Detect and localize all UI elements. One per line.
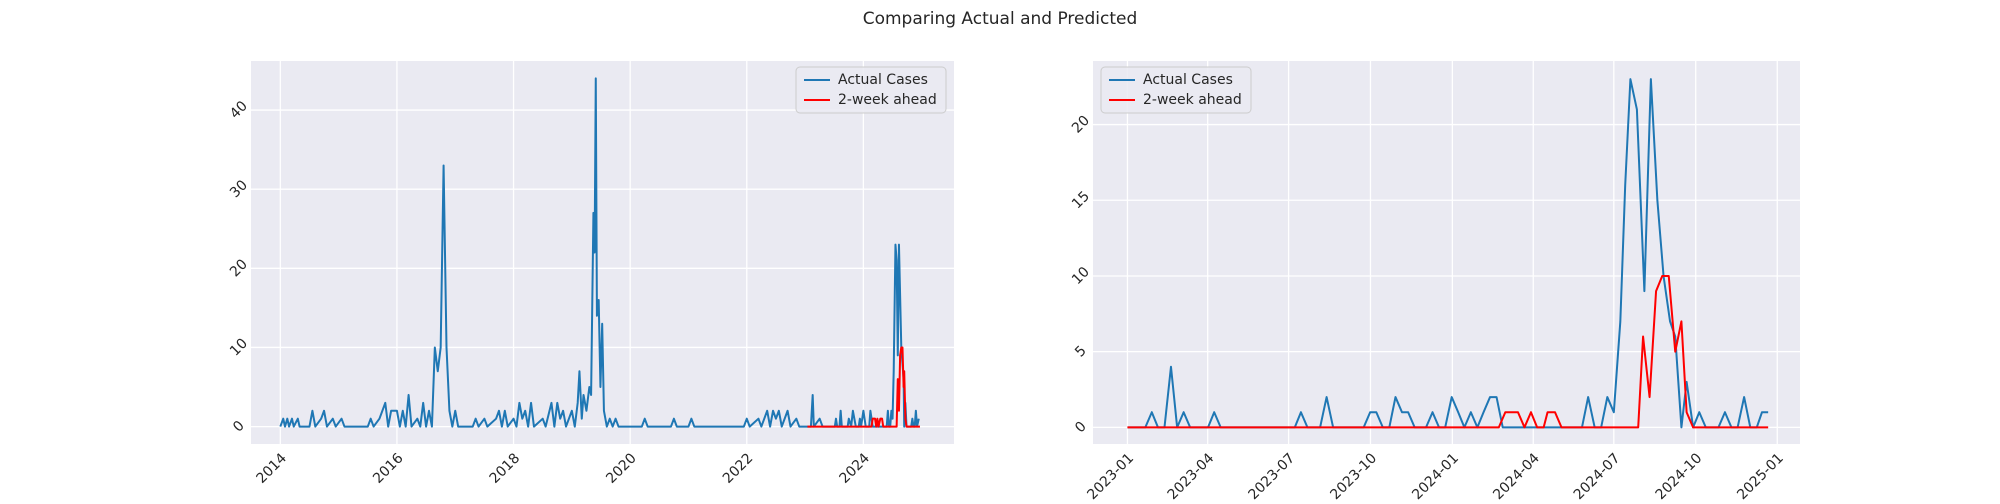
x-tick-label: 2023-01 <box>1084 450 1137 500</box>
legend-label: Actual Cases <box>838 72 928 88</box>
series-line <box>807 346 920 428</box>
x-tick-label: 2016 <box>370 450 407 487</box>
x-tick-label: 2024-10 <box>1653 450 1706 500</box>
y-tick-label: 10 <box>1069 264 1093 288</box>
subplot: 0 10 20 30 40 2014 2016 2018 2020 2022 2024 Actual … <box>227 61 954 487</box>
y-tick-label: 0 <box>230 418 248 436</box>
x-tick-label: 2024-04 <box>1490 450 1543 500</box>
series-line <box>1127 274 1769 429</box>
subplot: 0 5 10 15 20 2023-01 2023-04 2023-07 2023-10 2024… <box>1069 61 1800 503</box>
legend-box <box>1100 66 1252 114</box>
y-tick-label: 5 <box>1072 343 1090 361</box>
x-tick-label: 2023-10 <box>1327 450 1380 500</box>
y-tick-label: 30 <box>227 177 251 201</box>
x-tick-label: 2018 <box>487 450 524 487</box>
y-tick-label: 40 <box>227 98 251 122</box>
x-tick-label: 2024-07 <box>1571 450 1624 500</box>
x-tick-label: 2024-01 <box>1409 450 1462 500</box>
x-tick-label: 2024 <box>837 450 874 487</box>
x-tick-label: 2014 <box>253 450 290 487</box>
figure-title: Comparing Actual and Predicted <box>863 9 1138 29</box>
y-tick-label: 20 <box>1069 113 1093 137</box>
x-tick-label: 2023-07 <box>1246 450 1299 500</box>
y-tick-label: 20 <box>227 256 251 280</box>
legend-label: 2-week ahead <box>1143 92 1242 108</box>
x-tick-label: 2022 <box>720 450 757 487</box>
x-tick-label: 2025-01 <box>1734 450 1787 500</box>
plot-area <box>1093 61 1800 444</box>
y-tick-label: 15 <box>1069 188 1093 212</box>
legend-label: Actual Cases <box>1143 72 1233 88</box>
x-tick-label: 2023-04 <box>1165 450 1218 500</box>
legend: Actual Cases 2-week ahead <box>795 66 947 114</box>
legend-label: 2-week ahead <box>838 92 937 108</box>
x-tick-label: 2020 <box>603 450 640 487</box>
series-line <box>279 77 920 428</box>
legend: Actual Cases 2-week ahead <box>1100 66 1252 114</box>
legend-box <box>795 66 947 114</box>
y-tick-label: 0 <box>1072 419 1090 437</box>
y-tick-label: 10 <box>227 335 251 359</box>
